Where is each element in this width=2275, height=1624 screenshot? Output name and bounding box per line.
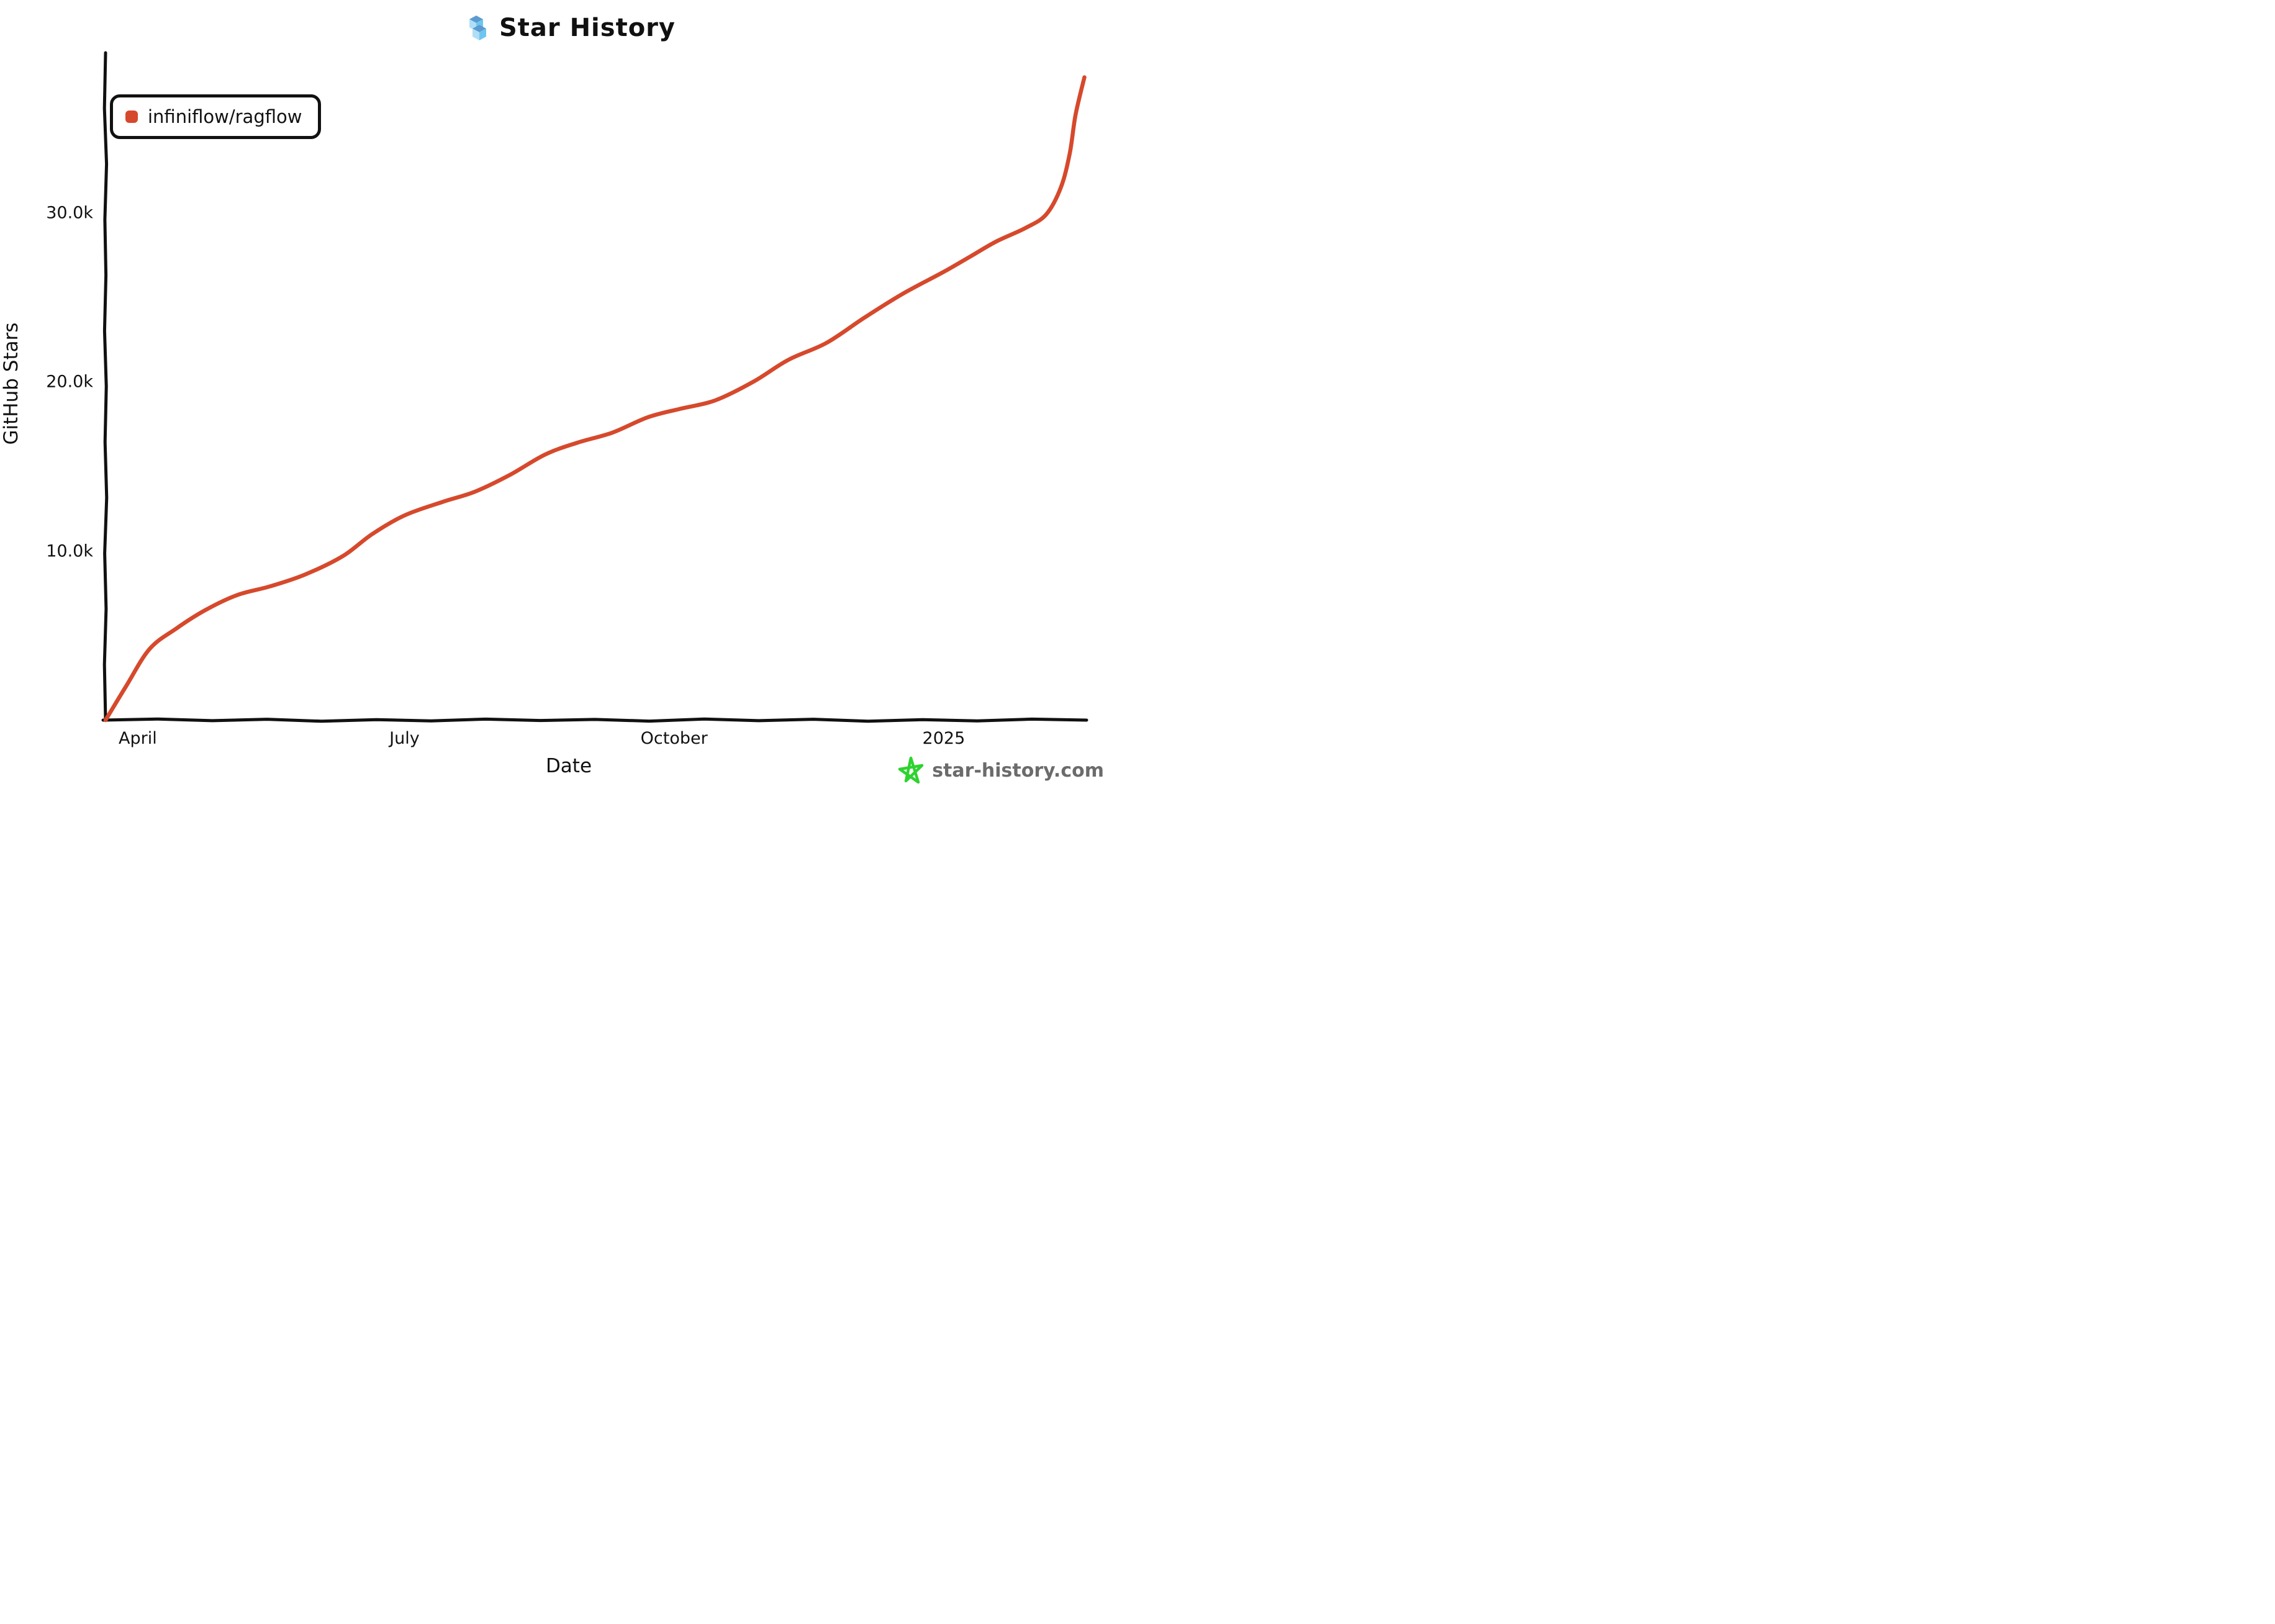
chart-canvas <box>101 51 1088 723</box>
y-axis-line <box>102 51 109 722</box>
logo-cube-bottom-right <box>473 25 486 40</box>
series-line-group <box>103 75 1087 723</box>
x-tick-label-April: April <box>119 729 157 748</box>
legend: infiniflow/ragflow <box>110 94 322 139</box>
axes <box>101 51 1088 723</box>
x-tick-label-July: July <box>389 729 420 748</box>
series-line-infiniflow-ragflow <box>103 75 1087 723</box>
x-tick-label-2025: 2025 <box>922 729 966 748</box>
green-star-icon <box>898 756 924 784</box>
chart-title: Star History <box>499 14 676 42</box>
y-tick-label-10.0k: 10.0k <box>46 541 93 561</box>
x-tick-label-October: October <box>640 729 708 748</box>
star-history-logo-icon <box>469 16 486 40</box>
chart-title-row: Star History <box>0 14 1138 42</box>
x-axis-line <box>101 717 1088 723</box>
legend-series-label: infiniflow/ragflow <box>148 106 302 127</box>
y-tick-label-20.0k: 20.0k <box>46 372 93 392</box>
watermark-text: star-history.com <box>932 759 1104 782</box>
legend-series-marker <box>125 111 138 123</box>
y-axis-title: GitHub Stars <box>0 322 22 445</box>
y-tick-label-30.0k: 30.0k <box>46 203 93 222</box>
x-axis-title: Date <box>545 755 592 777</box>
watermark: star-history.com <box>897 756 1104 785</box>
star-history-chart: Star History infiniflow/ragflow Date Git… <box>0 0 1138 812</box>
